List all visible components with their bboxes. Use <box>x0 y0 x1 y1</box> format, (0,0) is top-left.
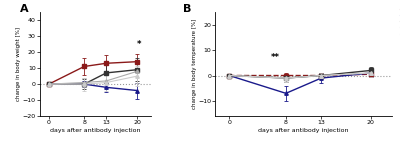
Text: *: * <box>137 40 142 49</box>
Y-axis label: change in body weight [%]: change in body weight [%] <box>16 27 21 101</box>
X-axis label: days after antibody injection: days after antibody injection <box>258 128 349 133</box>
Text: B: B <box>183 4 192 14</box>
X-axis label: days after antibody injection: days after antibody injection <box>50 128 140 133</box>
Y-axis label: change in body temperature [%]: change in body temperature [%] <box>192 19 197 109</box>
Text: A: A <box>20 4 29 14</box>
Text: **: ** <box>271 53 280 62</box>
Legend: hIgG4 (6μg/g), αCD137 (6μg/g), αCD137 PNGaseF (6μg/g), αCD137 (3μg/g), αCD137 PN: hIgG4 (6μg/g), αCD137 (6μg/g), αCD137 PN… <box>398 6 400 38</box>
